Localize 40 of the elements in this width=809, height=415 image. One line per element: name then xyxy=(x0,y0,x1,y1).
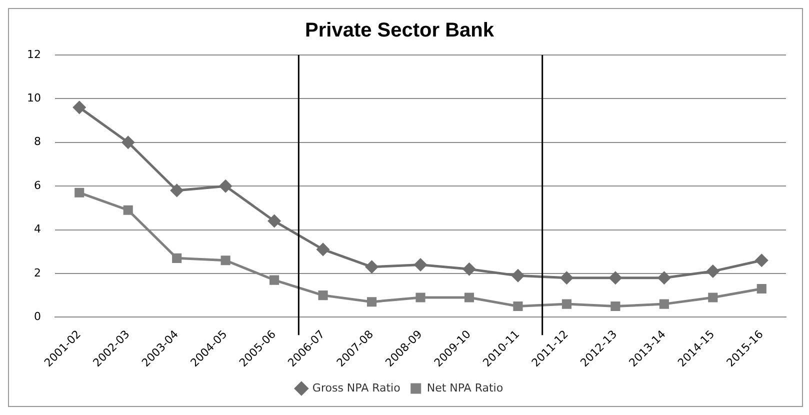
point xyxy=(366,297,377,307)
point xyxy=(658,272,670,284)
legend-label: Net NPA Ratio xyxy=(426,381,504,394)
legend-label: Gross NPA Ratio xyxy=(312,381,401,394)
point xyxy=(270,275,280,285)
y-tick-label: 6 xyxy=(34,178,41,192)
point xyxy=(74,188,84,198)
point xyxy=(268,214,281,228)
point xyxy=(123,205,133,215)
point xyxy=(755,254,768,267)
point xyxy=(560,272,573,284)
point xyxy=(659,299,669,309)
point xyxy=(122,136,134,149)
point xyxy=(220,256,230,266)
point xyxy=(219,180,232,192)
y-tick-label: 0 xyxy=(34,310,41,324)
point xyxy=(708,292,718,302)
point xyxy=(316,243,330,256)
y-tick-label: 4 xyxy=(34,222,41,236)
point xyxy=(609,272,622,284)
point xyxy=(512,269,524,282)
point xyxy=(416,292,426,302)
y-tick-label: 2 xyxy=(34,266,41,280)
y-tick-label: 8 xyxy=(34,135,41,148)
point xyxy=(756,284,766,294)
point xyxy=(318,290,328,300)
point xyxy=(73,101,86,114)
point xyxy=(464,292,474,302)
point xyxy=(513,301,523,312)
point xyxy=(610,301,620,312)
point xyxy=(170,184,184,197)
point xyxy=(366,260,378,274)
chart-title: Private Sector Bank xyxy=(305,20,495,42)
point xyxy=(462,262,476,276)
y-tick-label: 10 xyxy=(26,92,41,105)
point xyxy=(562,299,572,309)
point xyxy=(414,258,427,271)
point xyxy=(706,265,720,278)
y-tick-label: 12 xyxy=(26,48,41,61)
point xyxy=(172,253,182,263)
